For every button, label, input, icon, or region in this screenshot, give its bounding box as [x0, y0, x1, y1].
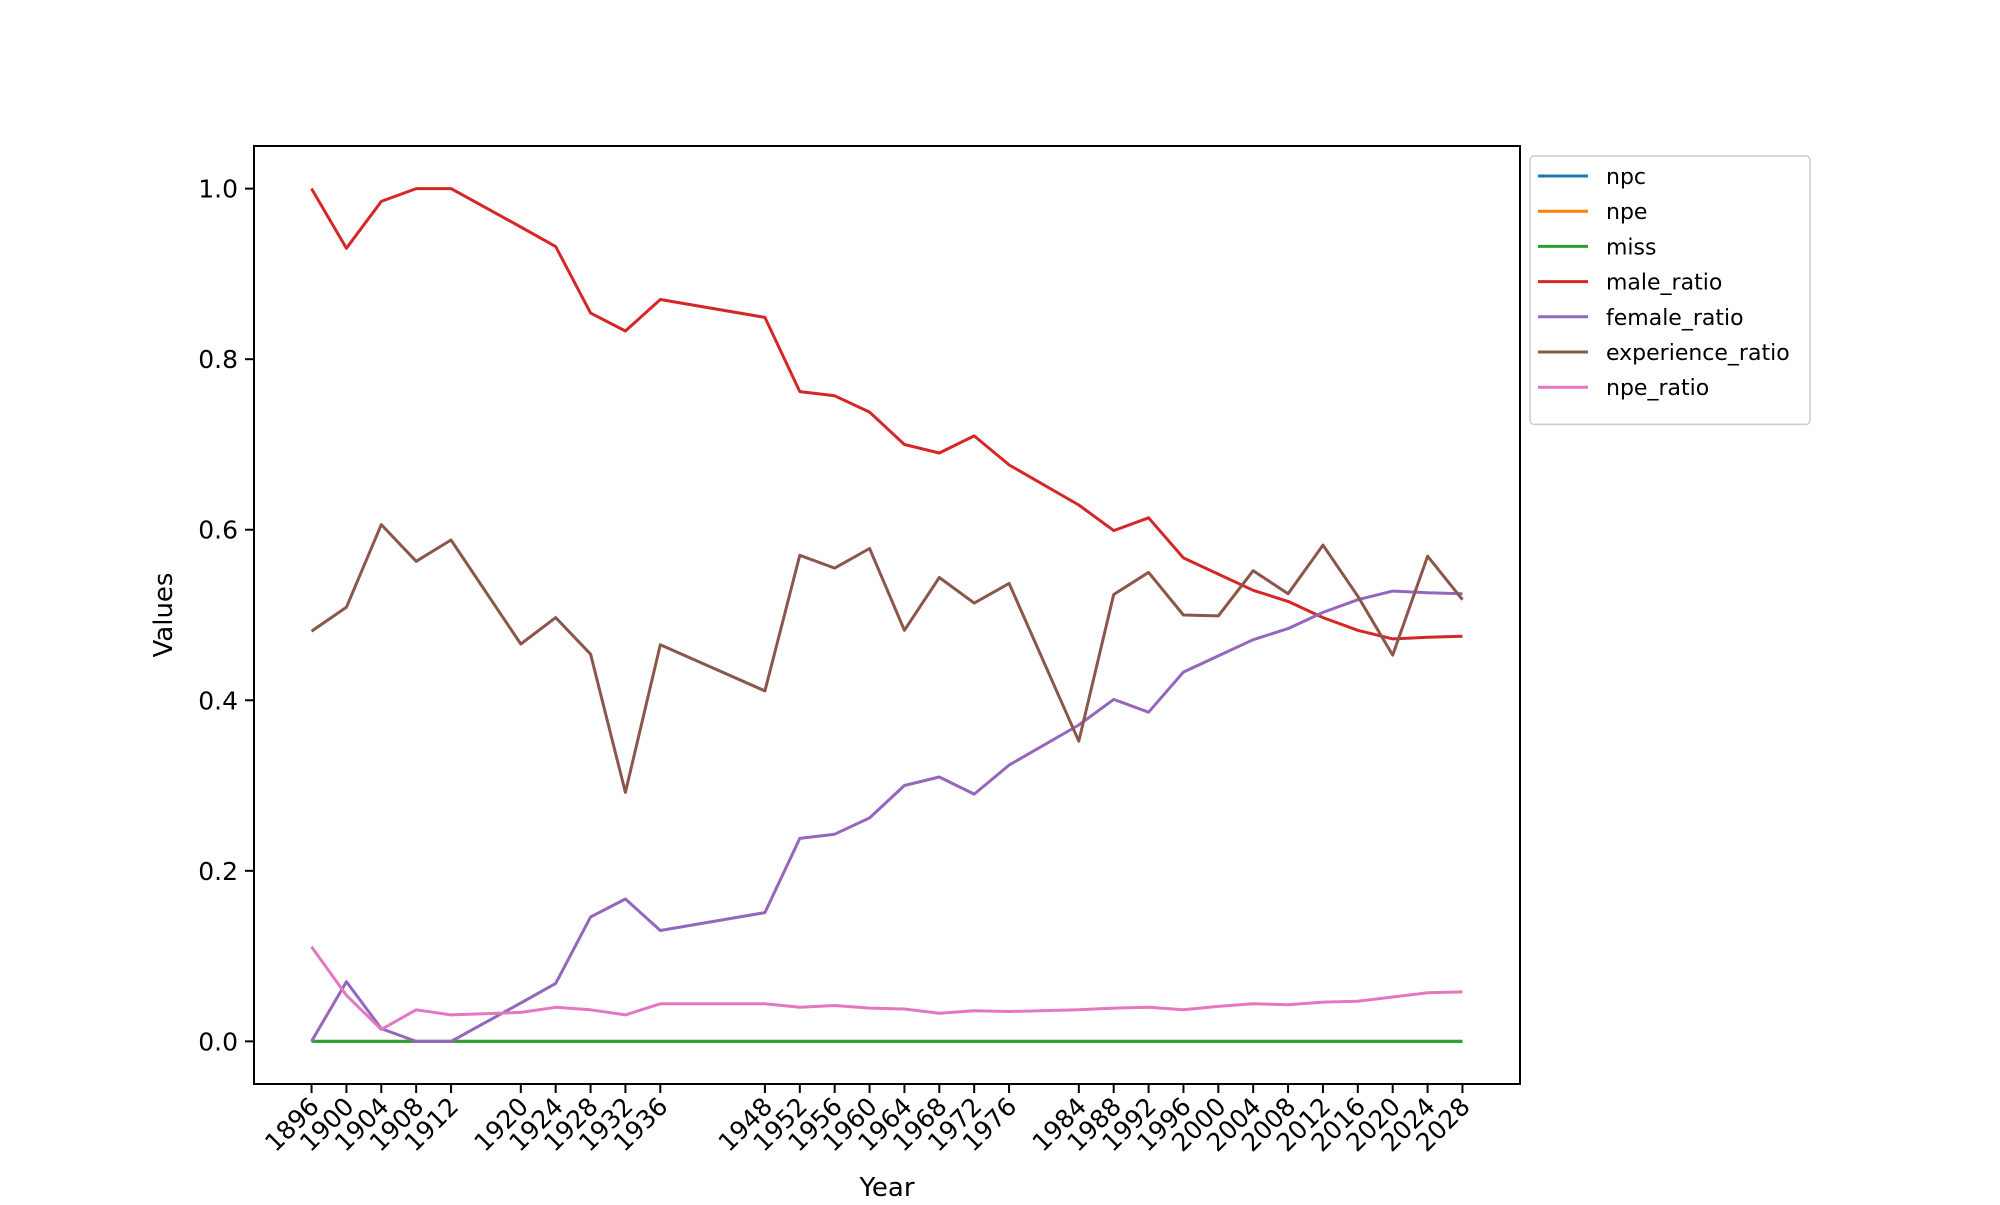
y-tick-label: 1.0	[198, 175, 238, 204]
legend-label-male-ratio: male_ratio	[1606, 271, 1722, 296]
x-axis-label: Year	[858, 1173, 914, 1200]
y-tick-label: 0.2	[198, 857, 238, 886]
legend: npc npe miss male_ratio female_ratio experien…	[1529, 155, 1811, 426]
series-layer	[310, 187, 1464, 1043]
legend-label-female-ratio: female_ratio	[1606, 306, 1744, 331]
y-tick-label: 0.4	[198, 686, 238, 715]
legend-label-experience-ratio: experience_ratio	[1606, 341, 1790, 366]
legend-label-miss: miss	[1606, 235, 1656, 260]
series-line-experience-ratio	[310, 523, 1464, 794]
y-tick-label: 0.8	[198, 345, 238, 374]
legend-box	[1529, 155, 1811, 426]
y-axis-label: Values	[149, 573, 179, 658]
y-axis: 0.0 0.2 0.4 0.6 0.8 1.0	[198, 175, 254, 1056]
plot-area-frame	[253, 145, 1521, 1085]
legend-label-npe-ratio: npe_ratio	[1606, 376, 1709, 401]
y-tick-label: 0.0	[198, 1027, 238, 1056]
series-line-male-ratio	[310, 187, 1463, 641]
legend-label-npc: npc	[1606, 165, 1646, 190]
series-line-female-ratio	[310, 589, 1463, 1043]
legend-label-npe: npe	[1606, 200, 1647, 225]
y-tick-label: 0.6	[198, 516, 238, 545]
series-line-npe-ratio	[310, 945, 1463, 1031]
